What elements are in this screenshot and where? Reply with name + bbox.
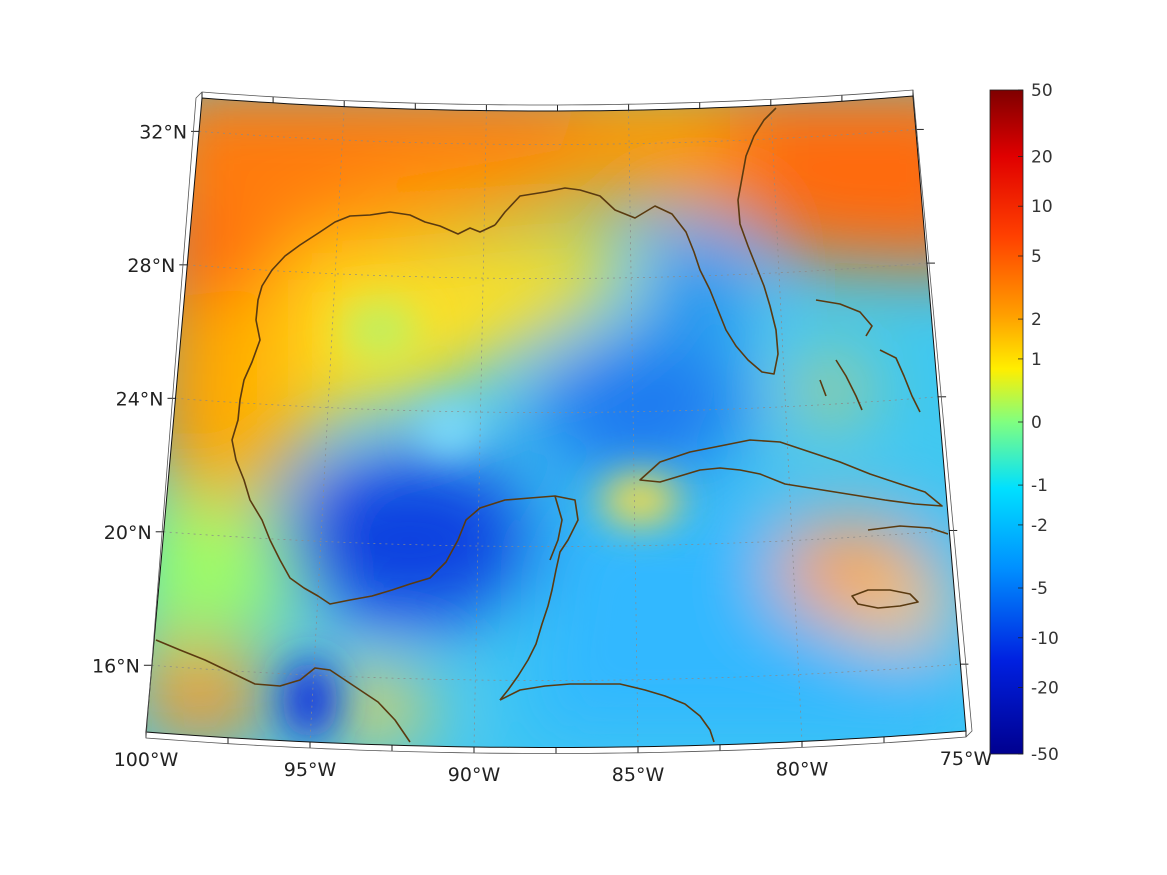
colorbar-label: -5 bbox=[1031, 579, 1048, 599]
latitude-label: 32°N bbox=[139, 121, 187, 143]
meridian-line bbox=[473, 110, 487, 748]
graticule bbox=[143, 90, 969, 754]
latitude-label: 24°N bbox=[116, 388, 164, 410]
colorbar-label: -2 bbox=[1031, 516, 1048, 536]
coast-jamaica bbox=[851, 589, 919, 609]
latitude-label: 16°N bbox=[92, 655, 140, 677]
parallel-line bbox=[175, 396, 939, 413]
colorbar-label: -50 bbox=[1031, 745, 1059, 765]
colorbar-label: 1 bbox=[1031, 350, 1042, 370]
longitude-label: 75°W bbox=[940, 748, 993, 770]
coastlines bbox=[155, 107, 949, 743]
coast-florida bbox=[494, 107, 779, 375]
longitude-label: 80°W bbox=[776, 758, 829, 780]
coast-central-america bbox=[499, 683, 715, 743]
coast-hispaniola bbox=[867, 525, 949, 535]
colorbar-label: 10 bbox=[1031, 197, 1053, 217]
map-field bbox=[146, 96, 966, 748]
colorbar-label: 50 bbox=[1031, 81, 1053, 101]
colorbar-label: 2 bbox=[1031, 310, 1042, 330]
coast-gulf-west bbox=[231, 211, 579, 701]
longitude-labels: 100°W 95°W 90°W 85°W 80°W 75°W bbox=[114, 748, 993, 786]
latitude-label: 20°N bbox=[104, 522, 152, 544]
colorbar-label: 5 bbox=[1031, 247, 1042, 267]
colorbar-label: -1 bbox=[1031, 476, 1048, 496]
longitude-label: 100°W bbox=[114, 749, 179, 771]
colorbar-label: 0 bbox=[1031, 413, 1042, 433]
colorbar-ramp bbox=[989, 89, 1024, 755]
longitude-label: 95°W bbox=[284, 759, 337, 781]
map-frame-outer bbox=[145, 89, 973, 754]
colorbar-label: -20 bbox=[1031, 679, 1059, 699]
parallel-line bbox=[163, 530, 950, 547]
colorbar-label: 20 bbox=[1031, 147, 1053, 167]
coast-cuba bbox=[639, 439, 943, 507]
colorbar-label: -10 bbox=[1031, 629, 1059, 649]
meridian-line bbox=[309, 106, 345, 743]
coast-pacific-mexico bbox=[155, 639, 411, 743]
coast-yucatan-east bbox=[549, 495, 563, 561]
longitude-label: 90°W bbox=[448, 764, 501, 786]
coast-bahamas bbox=[815, 299, 921, 413]
longitude-label: 85°W bbox=[612, 764, 665, 786]
meridian-line bbox=[770, 105, 803, 742]
latitude-label: 28°N bbox=[127, 255, 175, 277]
map-frame bbox=[145, 95, 967, 748]
meridian-line bbox=[628, 110, 639, 747]
latitude-labels: 32°N 28°N 24°N 20°N 16°N bbox=[92, 121, 187, 677]
